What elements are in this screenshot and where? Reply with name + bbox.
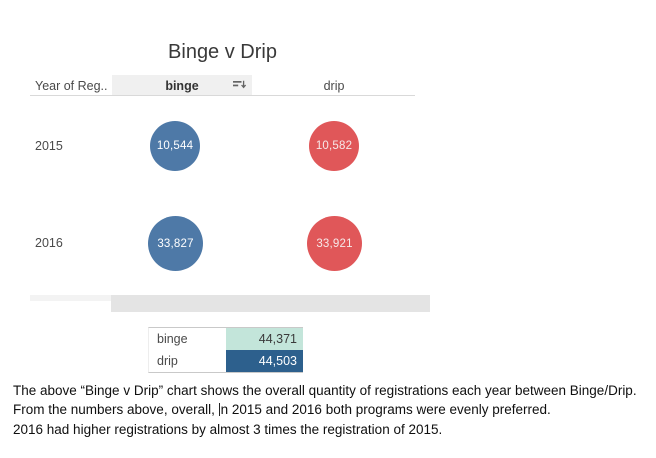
- caption-line-3[interactable]: 2016 had higher registrations by almost …: [13, 421, 443, 437]
- caption-line-1[interactable]: The above “Binge v Drip” chart shows the…: [13, 383, 637, 398]
- chart-title: Binge v Drip: [168, 41, 277, 63]
- header-divider: [30, 95, 415, 96]
- column-header-binge-label: binge: [165, 78, 199, 93]
- mark-2015-binge[interactable]: 10,544: [150, 121, 200, 171]
- horizontal-scrollbar-thumb[interactable]: [111, 295, 430, 312]
- totals-label-drip: drip: [149, 350, 226, 372]
- mark-2016-drip[interactable]: 33,921: [307, 216, 362, 271]
- column-header-year[interactable]: Year of Reg..: [35, 79, 108, 93]
- totals-table: binge 44,371 drip 44,503: [148, 327, 303, 373]
- row-label-2015: 2015: [35, 139, 63, 153]
- column-header-binge[interactable]: binge: [112, 75, 252, 96]
- table-row-binge[interactable]: binge 44,371: [149, 328, 303, 350]
- totals-value-binge: 44,371: [226, 328, 303, 350]
- mark-2015-drip[interactable]: 10,582: [309, 121, 359, 171]
- table-row-drip[interactable]: drip 44,503: [149, 350, 303, 372]
- column-header-drip[interactable]: drip: [323, 79, 345, 93]
- caption-line-2-before: From the numbers above, overall,: [13, 402, 219, 418]
- totals-value-drip: 44,503: [226, 350, 303, 372]
- caption[interactable]: The above “Binge v Drip” chart shows the…: [13, 381, 653, 439]
- totals-label-binge: binge: [149, 328, 226, 350]
- sort-descending-icon[interactable]: [233, 80, 247, 91]
- caption-line-2-after: n 2015 and 2016 both programs were evenl…: [220, 402, 551, 418]
- text-cursor: [218, 403, 220, 417]
- row-label-2016: 2016: [35, 236, 63, 250]
- mark-2016-binge[interactable]: 33,827: [148, 216, 203, 271]
- caption-line-2[interactable]: From the numbers above, overall, n 2015 …: [13, 400, 653, 419]
